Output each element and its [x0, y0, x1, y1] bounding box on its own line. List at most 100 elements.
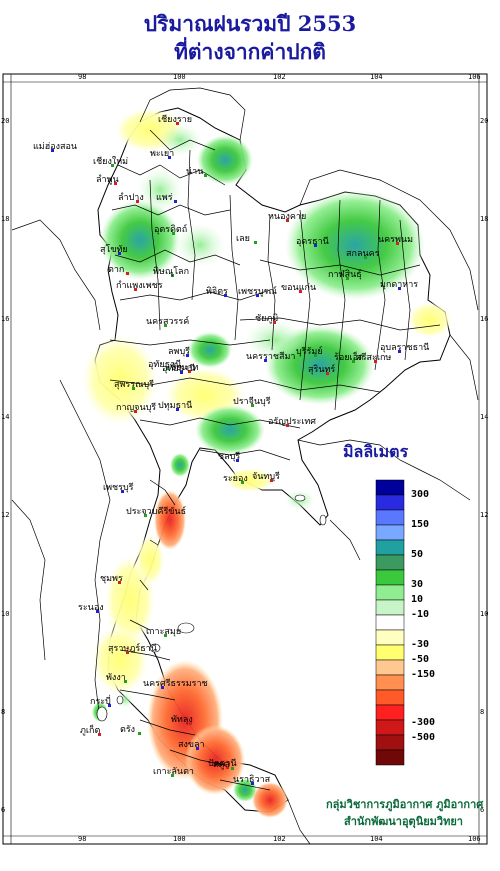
station-marker — [180, 371, 183, 374]
province-label: อรัญประเทศ — [268, 417, 317, 427]
station-marker — [168, 156, 171, 159]
legend-value-label: 50 — [411, 549, 424, 560]
map-frame — [2, 73, 488, 845]
legend-color-swatch — [375, 524, 405, 541]
legend-color-swatch — [375, 599, 405, 616]
station-marker — [398, 287, 401, 290]
station-marker — [188, 370, 191, 373]
province-label: กระบี่ — [90, 697, 111, 707]
station-marker — [256, 294, 259, 297]
legend-color-swatch — [375, 539, 405, 556]
station-marker — [164, 634, 167, 637]
longitude-tick-label: 102 — [273, 835, 286, 843]
longitude-tick-label: 106 — [468, 835, 481, 843]
legend-color-swatch — [375, 479, 405, 496]
province-label: ลพบุรี — [168, 347, 190, 357]
station-marker — [346, 277, 349, 280]
longitude-tick-label: 98 — [78, 835, 87, 843]
station-marker — [114, 182, 117, 185]
province-boundaries — [109, 129, 441, 791]
legend-value-label: -50 — [411, 654, 430, 665]
station-marker — [326, 372, 329, 375]
station-marker — [273, 321, 276, 324]
province-label: เพชรบุรี — [103, 483, 134, 493]
station-marker — [171, 274, 174, 277]
legend-value-label: -10 — [411, 609, 430, 620]
province-label: กาฬสินธุ์ — [328, 270, 362, 280]
latitude-tick-label: 20 — [480, 117, 489, 125]
latitude-tick-label: 16 — [480, 315, 489, 323]
map-title-line1: ปริมาณฝนรวมปี 2553 — [143, 11, 357, 36]
station-marker — [171, 774, 174, 777]
province-label: นครสวรรค์ — [146, 317, 190, 327]
station-marker — [251, 782, 254, 785]
province-label: เกาะลันตา — [153, 767, 194, 777]
latitude-tick-label: 6 — [1, 806, 6, 814]
station-marker — [241, 481, 244, 484]
latitude-tick-label: 12 — [1, 511, 10, 519]
station-marker — [186, 354, 189, 357]
station-marker — [134, 288, 137, 291]
station-marker — [314, 354, 317, 357]
province-label: ขอนแก่น — [281, 283, 317, 293]
legend-colorbar — [375, 479, 405, 766]
station-marker — [172, 232, 175, 235]
station-marker — [251, 404, 254, 407]
station-marker — [264, 359, 267, 362]
islands — [96, 494, 327, 722]
station-marker — [374, 360, 377, 363]
legend-color-swatch — [375, 734, 405, 751]
province-label: ชัยภูมิ — [255, 314, 279, 324]
latitude-tick-label: 16 — [1, 315, 10, 323]
legend-value-label: 30 — [411, 579, 424, 590]
province-label: สุรินทร์ — [308, 365, 336, 375]
longitude-tick-label: 98 — [78, 73, 87, 81]
legend-value-label: 300 — [411, 489, 430, 500]
legend-value-label: -30 — [411, 639, 430, 650]
station-marker — [126, 272, 129, 275]
legend-color-swatch — [375, 614, 405, 631]
province-label: อุทัยธานี — [148, 360, 182, 370]
province-label: ปัตตานี — [208, 759, 237, 769]
province-label: กำแพงเพชร — [116, 281, 163, 291]
province-label: สุราษฎร์ธานี — [108, 644, 157, 654]
latitude-tick-label: 12 — [480, 511, 489, 519]
legend-value-label: 10 — [411, 594, 424, 605]
province-label: พัทลุง — [171, 715, 193, 725]
station-marker — [124, 680, 127, 683]
station-marker — [196, 747, 199, 750]
station-marker — [270, 479, 273, 482]
latitude-tick-label: 8 — [1, 708, 6, 716]
station-marker — [398, 350, 401, 353]
province-label: ปราจีนบุรี — [233, 397, 271, 407]
province-label: เลย — [236, 234, 250, 244]
station-marker — [108, 704, 111, 707]
longitude-tick-label: 104 — [370, 73, 383, 81]
neighbour-borders — [11, 87, 479, 845]
station-marker — [204, 174, 207, 177]
station-marker — [286, 424, 289, 427]
legend-color-swatch — [375, 584, 405, 601]
province-label: อุดรธานี — [296, 237, 329, 247]
province-label: ระนอง — [78, 603, 104, 613]
station-marker — [134, 410, 137, 413]
station-marker — [226, 766, 229, 769]
legend-color-swatch — [375, 644, 405, 661]
province-label: สตูล — [213, 760, 230, 770]
legend-color-swatch — [375, 554, 405, 571]
latitude-tick-label: 14 — [1, 413, 10, 421]
province-label: อุตรดิตถ์ — [154, 225, 188, 235]
province-label: ตาก — [108, 265, 125, 275]
province-label: นครศรีธรรมราช — [143, 679, 208, 689]
legend-color-swatch — [375, 569, 405, 586]
station-marker — [352, 360, 355, 363]
longitude-tick-label: 104 — [370, 835, 383, 843]
latitude-tick-label: 14 — [480, 413, 489, 421]
station-marker — [136, 200, 139, 203]
province-label: มุกดาหาร — [380, 280, 419, 290]
legend-color-swatch — [375, 749, 405, 766]
station-marker — [176, 408, 179, 411]
credit-line2: สำนักพัฒนาอุตุนิยมวิทยา — [344, 815, 463, 828]
legend-color-swatch — [375, 689, 405, 706]
